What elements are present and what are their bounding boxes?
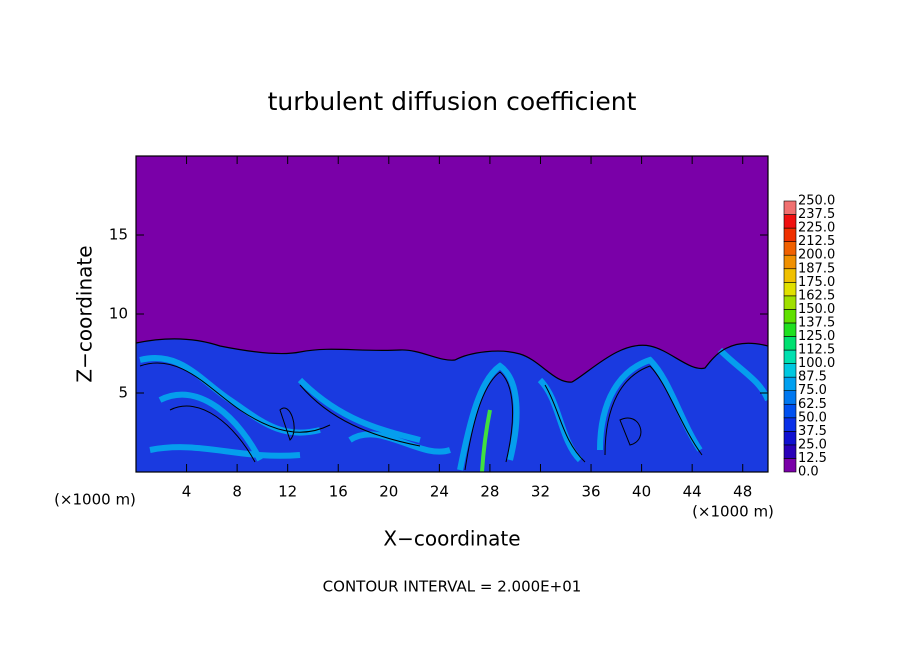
turbulent-layer <box>136 338 768 472</box>
x-tick-label: 28 <box>480 483 499 501</box>
y-tick-label: 15 <box>109 226 128 244</box>
colorbar-label: 237.5 <box>798 207 835 222</box>
colorbar-swatch <box>783 390 797 405</box>
colorbar-label: 187.5 <box>798 261 835 276</box>
x-unit-label-right: (×1000 m) <box>692 503 774 521</box>
x-tick-label: 16 <box>329 483 348 501</box>
colorbar-label: 62.5 <box>798 397 827 412</box>
colorbar-swatch <box>783 363 797 378</box>
x-axis-label: X−coordinate <box>383 527 520 551</box>
colorbar-label: 25.0 <box>798 437 827 452</box>
colorbar-swatch <box>783 281 797 297</box>
colorbar-label: 112.5 <box>798 343 835 358</box>
colorbar-label: 87.5 <box>798 370 827 385</box>
colorbar-label: 100.0 <box>798 356 835 371</box>
colorbar-label: 200.0 <box>798 248 835 263</box>
x-tick-label: 4 <box>182 483 192 501</box>
colorbar-swatch <box>783 309 797 324</box>
x-tick-label: 44 <box>683 483 702 501</box>
colorbar-swatch <box>783 214 797 229</box>
colorbar-label: 0.0 <box>798 465 819 480</box>
colorbar-label: 137.5 <box>798 315 835 330</box>
colorbar-swatch <box>783 268 797 283</box>
y-axis-label: Z−coordinate <box>73 245 97 382</box>
colorbar-label: 37.5 <box>798 424 827 439</box>
colorbar-swatch <box>783 200 797 215</box>
colorbar-label: 212.5 <box>798 234 835 249</box>
colorbar-swatch <box>783 444 797 459</box>
x-tick-label: 48 <box>733 483 752 501</box>
colorbar-swatch <box>783 241 797 256</box>
colorbar-label: 12.5 <box>798 451 827 466</box>
colorbar-swatch <box>783 295 797 310</box>
y-tick-label: 5 <box>118 384 128 402</box>
x-tick-label: 8 <box>232 483 242 501</box>
colorbar-swatch <box>783 254 797 270</box>
x-tick-label: 24 <box>430 483 449 501</box>
colorbar-label: 250.0 <box>798 194 835 209</box>
x-unit-label: (×1000 m) <box>54 491 136 509</box>
colorbar-swatch <box>783 403 797 419</box>
x-tick-label: 12 <box>278 483 297 501</box>
colorbar-label: 162.5 <box>798 288 835 303</box>
colorbar-swatch <box>783 336 797 351</box>
colorbar-swatch <box>783 417 797 432</box>
annotation: CONTOUR INTERVAL = 2.000E+01 <box>323 578 582 596</box>
colorbar-label: 175.0 <box>798 275 835 290</box>
colorbar-label: 125.0 <box>798 329 835 344</box>
colorbar-swatch <box>783 376 797 391</box>
colorbar-label: 50.0 <box>798 410 827 425</box>
colorbar-swatch <box>783 349 797 364</box>
colorbar-swatch <box>783 458 797 473</box>
colorbar-label: 225.0 <box>798 221 835 236</box>
colorbar-swatch <box>783 431 797 446</box>
x-tick-label: 20 <box>379 483 398 501</box>
colorbar-label: 150.0 <box>798 302 835 317</box>
colorbar-label: 75.0 <box>798 383 827 398</box>
x-tick-label: 32 <box>531 483 550 501</box>
x-tick-label: 36 <box>581 483 600 501</box>
colorbar-swatch <box>783 322 797 337</box>
colorbar-swatch <box>783 227 797 242</box>
chart-title: turbulent diffusion coefficient <box>268 87 637 116</box>
x-tick-label: 40 <box>632 483 651 501</box>
y-tick-label: 10 <box>109 305 128 323</box>
